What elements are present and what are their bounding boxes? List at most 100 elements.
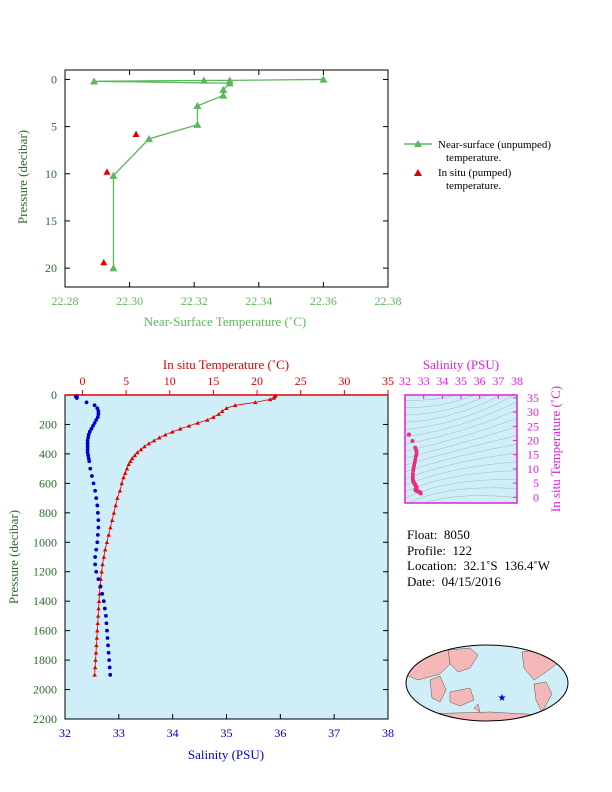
temperature-point [102, 547, 108, 552]
temperature-point [115, 495, 120, 500]
temperature-point [117, 488, 123, 493]
temperature-point [123, 470, 128, 475]
salinity-point [107, 658, 112, 662]
near-surface-point [144, 134, 153, 143]
africa-landmass [429, 675, 447, 703]
temperature-point [216, 411, 221, 416]
salinity-point [86, 456, 91, 461]
near-surface-point [199, 76, 208, 84]
temperature-tick-label: 20 [251, 374, 263, 388]
y-tick-label: 0 [51, 72, 57, 86]
temperature-point [92, 665, 98, 670]
salinity-point [88, 466, 93, 471]
temperature-point [170, 429, 175, 434]
density-contour [405, 426, 517, 459]
salinity-point [87, 429, 92, 434]
ts-y-axis-label: In situ Temperature (˚C) [548, 386, 563, 512]
legend: Near-surface (unpumped) temperature. In … [404, 139, 551, 192]
pressure-tick-label: 1000 [33, 535, 57, 549]
density-contour [405, 443, 517, 473]
south-america-landmass [533, 681, 553, 713]
world-map: ★ [405, 644, 569, 722]
near-surface-point [319, 75, 328, 83]
salinity-point [98, 584, 103, 589]
pressure-tick-label: 0 [51, 388, 57, 402]
float-id: Float: 8050 [407, 527, 470, 542]
salinity-tick-label: 36 [274, 726, 286, 740]
salinity-tick-label: 38 [382, 726, 394, 740]
salinity-point [87, 459, 92, 464]
pressure-ticks: 0 200 400 600 800 1000 1200 1400 1600 1800 2000 220… [33, 388, 388, 726]
temperature-ticks: 0 5 10 15 20 25 30 35 [79, 374, 394, 395]
temperature-point [109, 517, 115, 522]
series-near-surface [90, 75, 328, 272]
pressure-tick-label: 200 [39, 417, 57, 431]
temperature-point [233, 403, 238, 408]
salinity-point [95, 540, 100, 545]
x-tick-label: 22.28 [52, 294, 79, 308]
profile-number: Profile: 122 [407, 542, 472, 558]
salinity-point [74, 396, 79, 400]
temperature-point [100, 562, 105, 567]
ts-point [411, 468, 416, 473]
pressure-tick-label: 1200 [33, 565, 57, 579]
x-tick-label: 22.34 [245, 294, 272, 308]
density-contour [405, 395, 502, 423]
near-surface-point [109, 171, 118, 179]
density-contour [405, 452, 517, 480]
in-situ-point [103, 168, 111, 175]
salinity-point [86, 432, 91, 437]
salinity-point [93, 555, 98, 559]
legend-entry-in-situ: In situ (pumped) [438, 167, 512, 179]
pressure-tick-label: 800 [39, 506, 57, 520]
temperature-point [267, 397, 273, 402]
temperature-tick-label: 35 [382, 374, 394, 388]
salinity-point [92, 403, 97, 408]
salinity-point [95, 406, 100, 411]
salinity-point [96, 577, 101, 581]
main-plot-frame [64, 394, 389, 720]
ts-point [414, 449, 419, 454]
temperature-point [104, 540, 110, 545]
temperature-point [138, 447, 144, 452]
legend-marker-green [414, 140, 422, 147]
location: Location: 32.1˚S 136.4˚W [407, 558, 550, 573]
ts-y-tick-label: 35 [527, 391, 539, 405]
salinity-point [101, 599, 106, 604]
salinity-axis-label: Salinity (PSU) [188, 747, 264, 762]
near-surface-temperature-chart: 22.28 22.30 22.32 22.34 22.36 22.38 05101520 … [15, 69, 551, 329]
temperature-point [95, 613, 101, 618]
salinity-point [94, 418, 99, 422]
density-contour [405, 461, 517, 486]
x-tick-label: 22.38 [375, 294, 402, 308]
ts-x-tick-label: 33 [418, 374, 430, 388]
temperature-point [132, 453, 138, 458]
salinity-point [91, 481, 96, 486]
pressure-tick-label: 600 [39, 476, 57, 490]
density-contour [422, 495, 517, 503]
ts-plot-background [405, 395, 517, 503]
temperature-point [195, 420, 200, 425]
salinity-point [93, 488, 98, 493]
salinity-point [85, 444, 90, 449]
pressure-tick-label: 2000 [33, 683, 57, 697]
temperature-point [130, 456, 135, 461]
temperature-point [99, 569, 104, 574]
ts-x-tick-label: 37 [492, 374, 504, 388]
ts-point [410, 439, 415, 444]
salinity-point [95, 415, 100, 419]
density-contour [405, 395, 458, 401]
temperature-tick-label: 15 [207, 374, 219, 388]
series-temperature [92, 393, 278, 677]
temperature-point [224, 406, 229, 411]
near-surface-point [90, 77, 99, 85]
new-zealand-landmass [473, 703, 481, 713]
temperature-point [253, 400, 258, 405]
salinity-point [94, 496, 99, 500]
ts-x-tick-label: 35 [455, 374, 467, 388]
temperature-point [163, 432, 168, 437]
salinity-point [96, 518, 101, 523]
y-tick-label: 20 [45, 261, 57, 275]
temperature-tick-label: 5 [123, 374, 129, 388]
